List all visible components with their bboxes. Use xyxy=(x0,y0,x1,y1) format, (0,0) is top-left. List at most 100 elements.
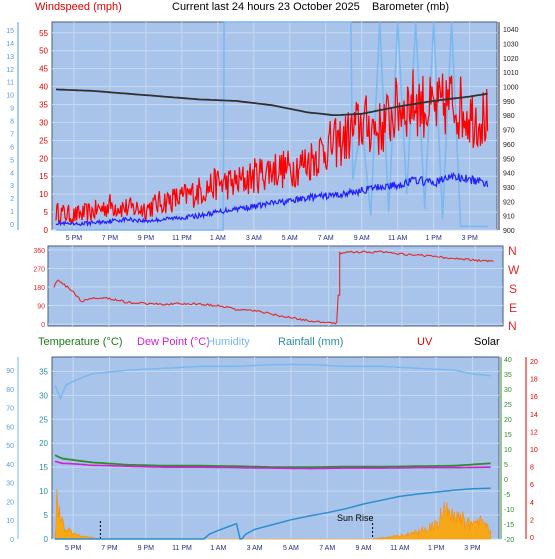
y-tick-label-windspeed: 0 xyxy=(44,226,49,235)
y-tick-label-temperature: 15 xyxy=(504,432,512,439)
y-tick-label-barometer: 1030 xyxy=(503,42,519,49)
y-tick-label-direction: 0 xyxy=(41,322,45,329)
y-tick-label-barometer: 980 xyxy=(503,113,515,120)
y-tick-label-rainfall: 0 xyxy=(44,535,49,544)
compass-n-top: N xyxy=(508,244,517,258)
x-tick-label: 3 AM xyxy=(247,545,263,552)
rainfall-title: Rainfall (mm) xyxy=(278,336,343,348)
y-tick-label-barometer: 950 xyxy=(503,156,515,163)
y-tick-label-humidity: 30 xyxy=(6,481,14,488)
compass-n-bottom: N xyxy=(508,319,517,333)
y-tick-label-windspeed: 15 xyxy=(39,172,48,181)
y-tick-label-barometer: 960 xyxy=(503,142,515,149)
y-tick-label-temperature: -10 xyxy=(504,507,514,514)
temperature-series-line xyxy=(54,454,491,469)
y-tick-label-temperature: -15 xyxy=(504,522,514,529)
y-tick-label-rainfall: 20 xyxy=(39,439,48,448)
rainfall-series-line xyxy=(55,487,491,540)
x-tick-label: 3 AM xyxy=(246,235,262,242)
y-tick-label-windspeed: 5 xyxy=(44,208,49,217)
humidity-series-line xyxy=(54,363,491,401)
y-tick-label-far-left: 10 xyxy=(6,93,14,100)
x-tick-label: 1 AM xyxy=(210,545,226,552)
x-tick-label: 7 PM xyxy=(101,545,118,552)
step-series-line xyxy=(56,21,488,231)
dew-point-title: Dew Point (°C) xyxy=(137,336,210,348)
y-tick-label-rainfall: 35 xyxy=(39,367,48,376)
y-tick-label-uv: 16 xyxy=(530,394,538,401)
x-tick-label: 1 PM xyxy=(425,235,442,242)
y-tick-label-uv: 10 xyxy=(530,447,538,454)
humidity-title: Humidity xyxy=(207,336,250,348)
y-tick-label-barometer: 1040 xyxy=(503,27,519,34)
y-tick-label-humidity: 40 xyxy=(6,462,14,469)
y-tick-label-uv: 4 xyxy=(530,500,534,507)
y-tick-label-far-left: 5 xyxy=(10,157,14,164)
y-tick-label-far-left: 14 xyxy=(6,41,14,48)
y-tick-label-windspeed: 20 xyxy=(39,154,48,163)
x-tick-label: 11 AM xyxy=(390,545,409,552)
y-tick-label-far-left: 15 xyxy=(6,28,14,35)
y-tick-label-temperature: -20 xyxy=(504,537,514,544)
y-tick-label-temperature: 20 xyxy=(504,417,512,424)
barometer-title: Barometer (mb) xyxy=(372,1,449,13)
wind-direction-axes: 0 90 180 270 360 xyxy=(33,248,45,329)
y-tick-label-humidity: 60 xyxy=(6,424,14,431)
y-tick-label-windspeed: 40 xyxy=(39,83,48,92)
x-tick-label: 3 PM xyxy=(464,545,481,552)
temperature-axes: 051015202530350102030405060708090-20-15-… xyxy=(6,357,538,552)
y-tick-label-far-left: 0 xyxy=(10,222,14,229)
y-tick-label-barometer: 930 xyxy=(503,185,515,192)
y-tick-label-humidity: 70 xyxy=(6,406,14,413)
compass-e: E xyxy=(509,301,517,315)
y-tick-label-temperature: 35 xyxy=(504,372,512,379)
y-tick-label-direction: 180 xyxy=(33,285,45,292)
y-tick-label-temperature: 0 xyxy=(504,477,508,484)
temperature-title: Temperature (°C) xyxy=(38,336,122,348)
average-series-line xyxy=(55,171,489,227)
y-tick-label-windspeed: 50 xyxy=(39,47,48,56)
wind-direction-series xyxy=(53,250,494,325)
compass-w: W xyxy=(508,263,520,277)
y-tick-label-uv: 18 xyxy=(530,377,538,384)
y-tick-label-uv: 20 xyxy=(530,359,538,366)
sunrise-label: Sun Rise xyxy=(337,513,374,523)
barometer-series-line xyxy=(55,88,488,116)
y-tick-label-barometer: 920 xyxy=(503,199,515,206)
x-tick-label: 7 PM xyxy=(102,235,119,242)
x-tick-label: 11 AM xyxy=(388,235,407,242)
wind-pressure-series xyxy=(55,21,489,231)
y-tick-label-temperature: 5 xyxy=(504,462,508,469)
temperature-panel xyxy=(51,356,500,540)
x-tick-label: 7 AM xyxy=(318,235,334,242)
y-tick-label-far-left: 7 xyxy=(10,131,14,138)
y-tick-label-rainfall: 30 xyxy=(39,391,48,400)
y-tick-label-far-left: 6 xyxy=(10,144,14,151)
dew-point-series-line xyxy=(54,460,491,470)
x-tick-label: 7 AM xyxy=(319,545,335,552)
x-tick-label: 5 PM xyxy=(66,235,83,242)
y-tick-label-far-left: 9 xyxy=(10,106,14,113)
y-tick-label-barometer: 1020 xyxy=(503,56,519,63)
wind-direction-series-line xyxy=(53,250,494,325)
y-tick-label-far-left: 13 xyxy=(6,54,14,61)
y-tick-label-humidity: 10 xyxy=(6,518,14,525)
y-tick-label-uv: 8 xyxy=(530,465,534,472)
y-tick-label-direction: 360 xyxy=(33,248,45,255)
y-tick-label-windspeed: 25 xyxy=(39,136,48,145)
y-tick-label-far-left: 11 xyxy=(7,80,14,87)
y-tick-label-humidity: 80 xyxy=(6,387,14,394)
y-tick-label-direction: 270 xyxy=(33,267,45,274)
chart-title: Current last 24 hours 23 October 2025 xyxy=(172,1,360,13)
x-tick-label: 9 PM xyxy=(138,235,155,242)
x-tick-label: 9 PM xyxy=(138,545,155,552)
y-tick-label-far-left: 1 xyxy=(10,209,14,216)
temperature-series xyxy=(54,363,491,540)
y-tick-label-barometer: 1000 xyxy=(503,85,519,92)
y-tick-label-barometer: 990 xyxy=(503,99,515,106)
windspeed-title: Windspeed (mph) xyxy=(35,1,122,13)
y-tick-label-far-left: 2 xyxy=(10,196,14,203)
x-tick-label: 5 PM xyxy=(65,545,82,552)
uv-title: UV xyxy=(417,336,433,348)
